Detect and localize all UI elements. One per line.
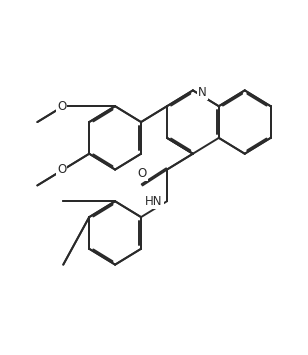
Text: O: O [57,163,67,176]
Text: HN: HN [145,195,163,208]
Text: O: O [57,100,67,113]
Text: N: N [198,86,207,99]
Text: O: O [138,167,147,180]
